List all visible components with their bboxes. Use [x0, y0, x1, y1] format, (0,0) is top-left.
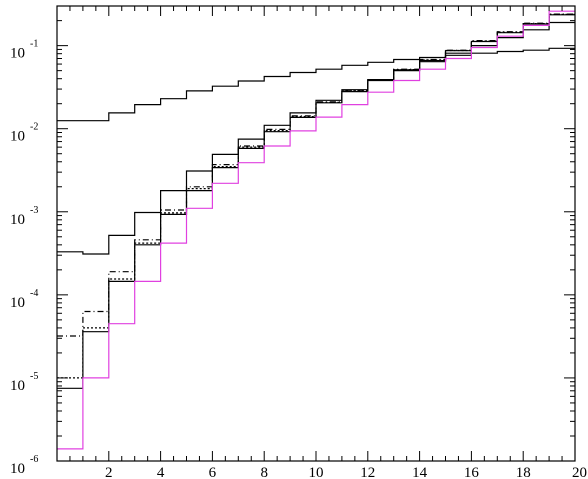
series-line-6 — [57, 10, 575, 450]
y-tick-label-exponent: -3 — [30, 205, 38, 216]
y-tick-label-base: 10 — [10, 461, 25, 477]
x-tick-label: 10 — [309, 465, 324, 479]
y-tick-label-exponent: -2 — [30, 122, 38, 133]
y-tick-label-base: 10 — [10, 295, 25, 311]
ticks-layer — [56, 5, 576, 462]
tick-labels-layer: 2 4 6 8 10 12 14 16 18 20 10 -6 10 -5 10 -4 10 -3 10 -2 10 -1 — [10, 39, 587, 479]
y-tick-label-base: 10 — [10, 378, 25, 394]
y-tick-label-base: 10 — [10, 46, 25, 62]
x-tick-label: 18 — [516, 465, 531, 479]
x-tick-label: 6 — [209, 465, 217, 479]
y-tick-label-base: 10 — [10, 129, 25, 145]
y-tick-label-exponent: -1 — [30, 39, 38, 50]
plot-frame — [56, 5, 576, 462]
x-tick-label: 12 — [360, 465, 375, 479]
y-tick-label-base: 10 — [10, 212, 25, 228]
y-tick-label-exponent: -5 — [30, 371, 38, 382]
x-tick-label: 14 — [412, 465, 428, 479]
series-line-4 — [57, 13, 575, 379]
x-tick-label: 16 — [464, 465, 480, 479]
series-line-2 — [57, 21, 575, 255]
series-line-1 — [57, 47, 575, 122]
x-tick-label: 4 — [157, 465, 165, 479]
y-tick-label-exponent: -4 — [30, 288, 38, 299]
x-tick-label: 20 — [572, 465, 587, 479]
x-tick-label: 2 — [105, 465, 113, 479]
x-tick-label: 8 — [260, 465, 268, 479]
y-tick-label-exponent: -6 — [30, 454, 38, 465]
series-line-5 — [57, 13, 575, 337]
series-layer — [57, 10, 575, 450]
